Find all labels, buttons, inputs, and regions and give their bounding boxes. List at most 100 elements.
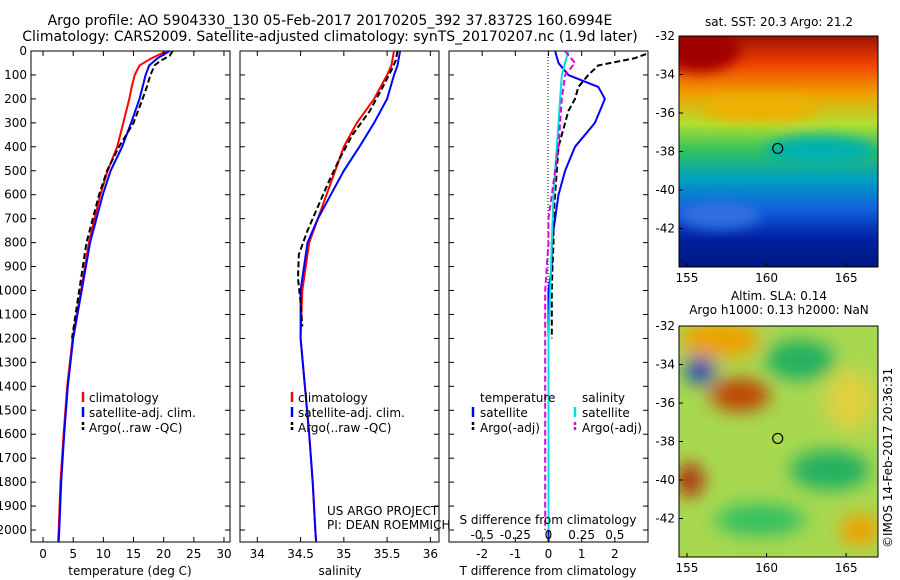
map-y-tick-label: -36 — [655, 396, 675, 410]
series-line-argo-raw-qc- — [71, 51, 174, 339]
x-tick-label: -2 — [476, 547, 488, 561]
x-tick-label: 36 — [423, 547, 438, 561]
series-line-satellite-salinity- — [547, 51, 570, 530]
y-tick-label: 1200 — [0, 331, 27, 345]
sla-patch — [686, 356, 714, 384]
credit-line1: US ARGO PROJECT — [327, 504, 439, 518]
sst-map-panel: sat. SST: 20.3 Argo: 21.2 155 160 165 -32 -3… — [655, 15, 879, 285]
map-y-tick-label: -42 — [655, 512, 675, 526]
y-tick-label: 1600 — [0, 427, 27, 441]
x2-tick-label: 0 — [545, 528, 553, 542]
series-line-satellite-adj-clim- — [57, 51, 171, 542]
y-tick-label: 100 — [4, 68, 27, 82]
legend-label: climatology — [89, 391, 159, 405]
sla-patch — [825, 370, 875, 430]
x-tick-label: 35.5 — [374, 547, 401, 561]
sla-patch — [840, 514, 878, 546]
figure-title-line2: Climatology: CARS2009. Satellite-adjuste… — [22, 29, 638, 45]
map-x-tick-label: 165 — [835, 271, 858, 285]
x-tick-label: 5 — [69, 547, 77, 561]
legend-label: satellite-adj. clim. — [89, 406, 196, 420]
series-line-argo-adj-salinity- — [544, 51, 577, 530]
legend-label: satellite — [582, 406, 630, 420]
map-x-tick-label: 160 — [755, 561, 778, 575]
x-tick-label: 25 — [186, 547, 201, 561]
legend-label: temperature — [480, 391, 555, 405]
sla-patch — [765, 340, 835, 380]
y-tick-label: 1900 — [0, 499, 27, 513]
x2-tick-label: 0.25 — [568, 528, 595, 542]
x-tick-label: 0 — [545, 547, 553, 561]
x-tick-label: 1 — [578, 547, 586, 561]
x-tick-label: 34.5 — [287, 547, 314, 561]
x-tick-label: 0 — [39, 547, 47, 561]
y-tick-label: 1300 — [0, 355, 27, 369]
figure-title-line1: Argo profile: AO 5904330_130 05-Feb-2017… — [47, 13, 613, 29]
sla-patch — [790, 450, 870, 490]
series-line-argo-raw-qc- — [296, 51, 399, 327]
y-tick-label: 1700 — [0, 451, 27, 465]
sla-patch — [679, 464, 702, 496]
map-x-tick-label: 165 — [835, 561, 858, 575]
map-y-tick-label: -38 — [655, 145, 675, 159]
sla-map-panel: Altim. SLA: 0.14 Argo h1000: 0.13 h2000:… — [655, 289, 879, 575]
legend-label: Argo(-adj) — [480, 421, 540, 435]
map-y-tick-label: -36 — [655, 106, 675, 120]
y-tick-label: 200 — [4, 92, 27, 106]
map-y-tick-label: -34 — [655, 358, 675, 372]
sst-band-blue — [680, 201, 760, 229]
map-y-tick-label: -34 — [655, 68, 675, 82]
y-tick-label: 1100 — [0, 307, 27, 321]
y-tick-label: 300 — [4, 116, 27, 130]
imos-watermark: ©IMOS 14-Feb-2017 20:36:31 — [881, 368, 895, 548]
salinity-xlabel: salinity — [318, 564, 361, 578]
map-y-tick-label: -38 — [655, 435, 675, 449]
y-tick-label: 1800 — [0, 475, 27, 489]
x2-tick-label: -0.5 — [470, 528, 493, 542]
argo-position-marker — [772, 432, 784, 445]
temperature-panel: 0 5 10 15 20 25 300100200300400500600700800900… — [0, 44, 232, 578]
y-tick-label: 800 — [4, 236, 27, 250]
map-y-tick-label: -42 — [655, 222, 675, 236]
y-tick-label: 600 — [4, 188, 27, 202]
x-tick-label: 34 — [250, 547, 265, 561]
t-difference-xlabel: T difference from climatology — [459, 564, 637, 578]
x-tick-label: 20 — [156, 547, 171, 561]
y-tick-label: 700 — [4, 212, 27, 226]
sla-patch — [680, 326, 760, 358]
x-tick-label: 30 — [216, 547, 231, 561]
map-y-tick-label: -32 — [655, 319, 675, 333]
legend-label: Argo(..raw -QC) — [89, 421, 182, 435]
y-tick-label: 900 — [4, 260, 27, 274]
x-tick-label: 10 — [96, 547, 111, 561]
sla-map-subtitle: Argo h1000: 0.13 h2000: NaN — [689, 303, 869, 317]
x2-tick-label: -0.25 — [500, 528, 531, 542]
argo-position-marker — [772, 142, 784, 155]
map-x-tick-label: 155 — [676, 561, 699, 575]
map-x-tick-label: 155 — [676, 271, 699, 285]
sla-patch — [715, 504, 805, 536]
y-tick-label: 2000 — [0, 523, 27, 537]
x-tick-label: -1 — [509, 547, 521, 561]
sla-map-title: Altim. SLA: 0.14 — [731, 289, 827, 303]
y-tick-label: 400 — [4, 140, 27, 154]
salinity-axes-frame — [239, 50, 440, 543]
series-line-argo-adj- — [550, 52, 648, 339]
y-tick-label: 1000 — [0, 284, 27, 298]
map-y-tick-label: -40 — [655, 473, 675, 487]
sst-field — [679, 36, 878, 267]
y-tick-label: 0 — [19, 44, 27, 58]
y-tick-label: 1400 — [0, 379, 27, 393]
x-tick-label: 15 — [126, 547, 141, 561]
temperature-xlabel: temperature (deg C) — [68, 564, 191, 578]
credit-line2: PI: DEAN ROEMMICH — [327, 518, 450, 532]
legend-label: Argo(..raw -QC) — [298, 421, 391, 435]
salinity-panel: 34 34.5 35 35.5 36 climatologysatellite-adj.… — [239, 50, 450, 578]
map-y-tick-label: -32 — [655, 29, 675, 43]
x-tick-label: 35 — [336, 547, 351, 561]
sla-field — [679, 326, 878, 557]
s-difference-label: S difference from climatology — [460, 513, 637, 527]
legend-label: satellite-adj. clim. — [298, 406, 405, 420]
